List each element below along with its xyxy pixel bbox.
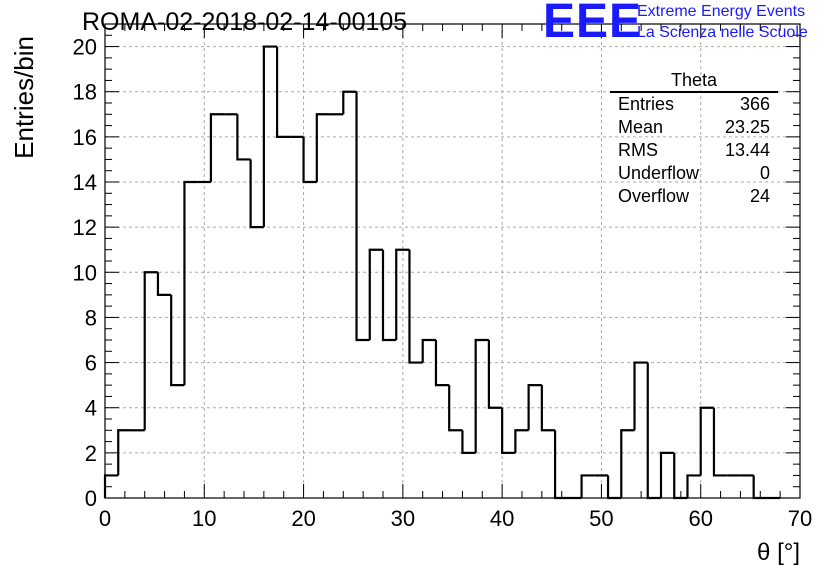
stats-value: 13.44 [724, 140, 770, 160]
histogram-bin [752, 475, 767, 500]
y-tick-label: 10 [73, 260, 97, 285]
histogram-bin [553, 430, 569, 500]
y-tick-label: 12 [73, 215, 97, 240]
histogram-bin [659, 451, 675, 498]
x-tick-label: 70 [788, 506, 812, 531]
stats-value: 24 [749, 186, 770, 206]
stats-label: Underflow [618, 163, 700, 183]
histogram-bin [183, 180, 198, 386]
stats-label: Mean [618, 117, 664, 137]
x-axis-label: θ [°] [757, 539, 800, 566]
y-tick-label: 2 [85, 441, 97, 466]
histogram-bin [580, 474, 595, 498]
histogram-bin [633, 361, 648, 431]
histogram-bin [620, 429, 635, 498]
stats-row-rms: RMS 13.44 [610, 139, 778, 162]
histogram-bin [501, 407, 516, 454]
x-tick-label: 20 [291, 506, 315, 531]
histogram-bin [686, 474, 701, 498]
stats-label: Entries [618, 94, 675, 114]
histogram-bin [474, 338, 489, 453]
histogram-bin [117, 429, 132, 476]
histogram-bin [487, 340, 503, 409]
histogram-bin [156, 272, 172, 296]
y-tick-label: 16 [73, 125, 97, 150]
stats-label: RMS [618, 140, 658, 160]
histogram-bin [143, 271, 158, 431]
stats-row-underflow: Underflow 0 [610, 162, 778, 185]
histogram-bin [381, 249, 397, 342]
x-tick-label: 10 [192, 506, 216, 531]
histogram-bin [302, 136, 317, 184]
stats-value: 366 [739, 94, 770, 114]
y-tick-label: 8 [85, 305, 97, 330]
stats-title: Theta [610, 69, 778, 93]
histogram-bin [448, 385, 463, 432]
histogram-bin [606, 475, 622, 500]
histogram-bin [712, 407, 728, 477]
eee-logo-line1: Extreme Energy Events [637, 3, 806, 20]
histogram-bin [249, 159, 264, 229]
y-tick-label: 0 [85, 486, 97, 511]
histogram-bin [342, 90, 357, 115]
y-tick-label: 18 [73, 80, 97, 105]
x-tick-label: 50 [589, 506, 613, 531]
stats-label: Overflow [618, 186, 690, 206]
histogram-bin [408, 249, 423, 364]
x-tick-label: 0 [99, 506, 111, 531]
eee-logo-line2: La Scienza nelle Scuole [637, 24, 808, 41]
histogram-bin [262, 45, 278, 228]
stats-value: 0 [759, 163, 770, 183]
y-tick-label: 6 [85, 351, 97, 376]
histogram-bin [236, 114, 251, 161]
stats-row-mean: Mean 23.25 [610, 116, 778, 139]
stats-value: 23.25 [724, 117, 770, 137]
histogram-bin [209, 113, 225, 182]
y-tick-label: 4 [85, 396, 97, 421]
y-axis-label: Entries/bin [9, 36, 39, 159]
stats-row-overflow: Overflow 24 [610, 185, 778, 208]
histogram-bin [461, 430, 476, 454]
x-tick-label: 30 [391, 506, 415, 531]
eee-logo-icon: EEE [543, 0, 643, 48]
histogram-bin [527, 384, 542, 431]
stats-row-entries: Entries 366 [610, 93, 778, 116]
chart-title: ROMA-02-2018-02-14-00105 [82, 8, 408, 36]
x-tick-label: 40 [490, 506, 514, 531]
histogram-bin [434, 340, 450, 387]
histogram-bin [673, 452, 688, 500]
histogram-bin [699, 406, 714, 476]
histogram-bin [395, 248, 410, 340]
histogram-bin [275, 46, 291, 138]
y-tick-label: 20 [73, 35, 97, 60]
histogram-bin [421, 338, 436, 363]
histogram-bin [355, 91, 370, 342]
stats-box: Theta Entries 366 Mean 23.25 RMS 13.44 U… [610, 69, 778, 208]
histogram-bin [368, 248, 383, 340]
x-tick-label: 60 [688, 506, 712, 531]
histogram-bin [514, 429, 529, 453]
y-tick-label: 14 [73, 170, 97, 195]
histogram-bin [170, 294, 185, 387]
histogram-bin [103, 474, 119, 498]
histogram-bin [646, 362, 661, 500]
histogram-bin [540, 385, 556, 432]
histogram-bin [315, 113, 331, 182]
